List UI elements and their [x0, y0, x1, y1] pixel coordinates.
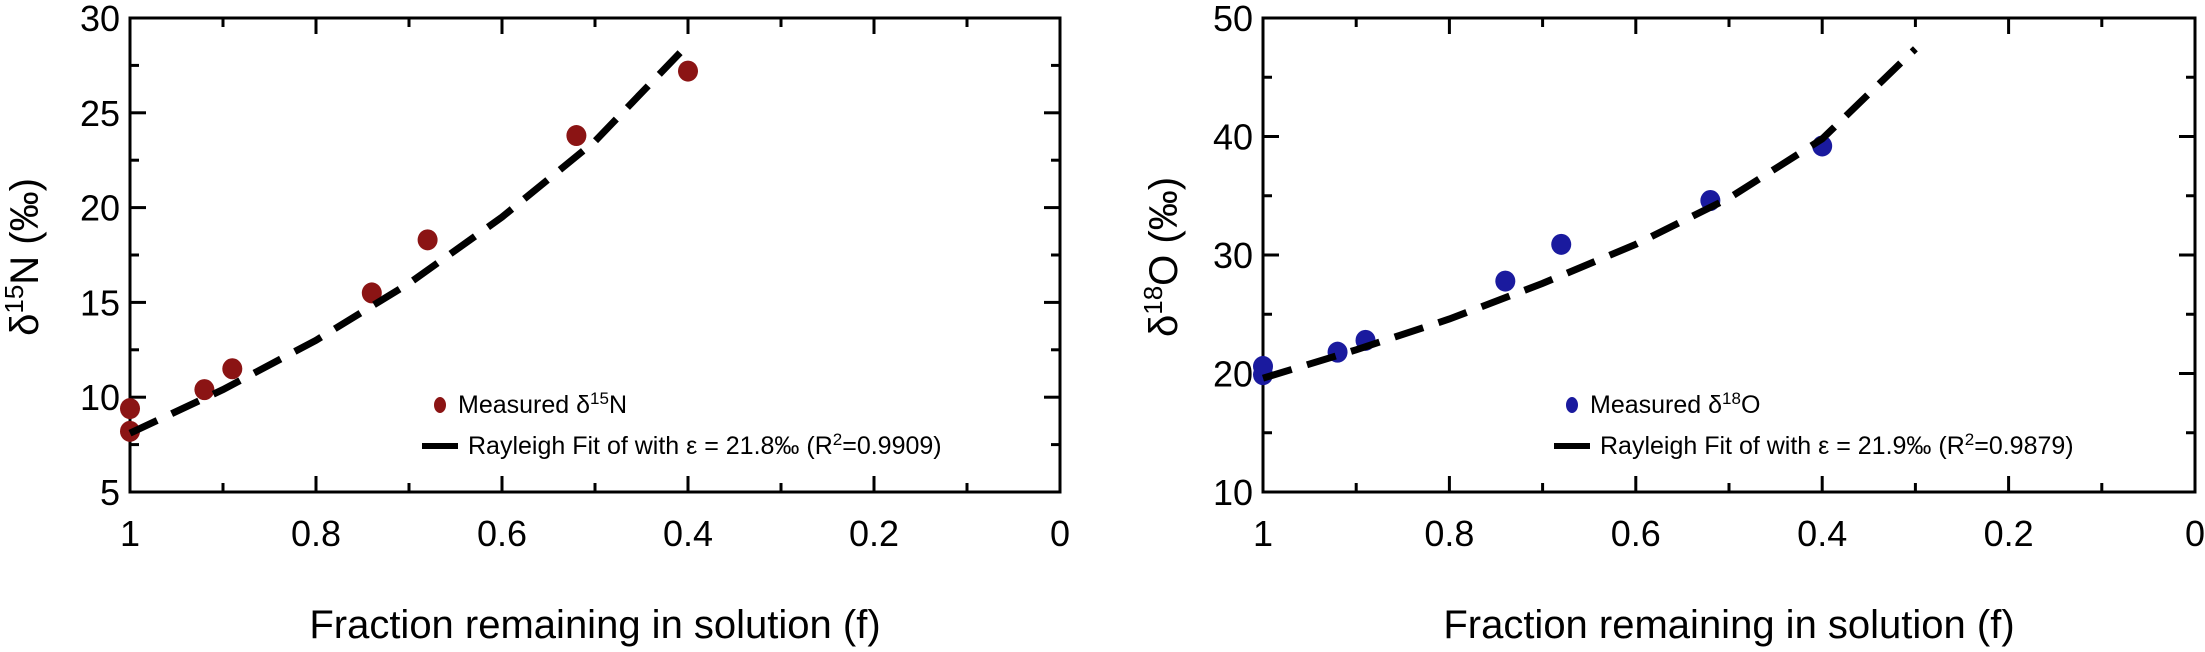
data-point [566, 125, 587, 147]
legend-label-measured: Measured δ18O [1590, 389, 1760, 420]
data-point [1551, 233, 1572, 255]
x-tick-label: 0 [2185, 513, 2205, 554]
y-tick-label: 10 [80, 377, 120, 418]
x-tick-label: 0.8 [291, 513, 341, 554]
legend-label-fit: Rayleigh Fit of with ε = 21.9‰ (R2=0.987… [1600, 430, 2074, 461]
x-tick-label: 0.6 [477, 513, 527, 554]
y-axis-title: δ15N (‰) [0, 178, 47, 336]
legend-label-fit: Rayleigh Fit of with ε = 21.8‰ (R2=0.990… [468, 430, 942, 461]
x-axis-title: Fraction remaining in solution (f) [1443, 603, 2014, 647]
y-tick-label: 25 [80, 93, 120, 134]
data-point [361, 282, 382, 304]
data-point [222, 358, 243, 380]
rayleigh-fit-line [128, 42, 691, 437]
x-tick-label: 1 [1253, 513, 1273, 554]
plot-frame [128, 16, 1062, 494]
data-point [678, 60, 698, 82]
y-tick-label: 15 [80, 282, 120, 323]
y-tick-label: 20 [1213, 354, 1253, 395]
rayleigh-fit-line [1261, 46, 1918, 382]
legend-label-measured: Measured δ15N [458, 389, 627, 420]
data-point [120, 398, 140, 420]
data-point [417, 229, 438, 251]
y-tick-label: 20 [80, 188, 120, 229]
plot-frame [1261, 16, 2197, 494]
y-tick-label: 30 [80, 0, 120, 39]
x-tick-label: 1 [120, 513, 140, 554]
y-tick-label: 10 [1213, 472, 1253, 513]
y-tick-label: 50 [1213, 0, 1253, 39]
y-tick-label: 40 [1213, 117, 1253, 158]
x-tick-label: 0.4 [663, 513, 713, 554]
y-tick-label: 30 [1213, 235, 1253, 276]
legend-marker-measured [1566, 397, 1578, 413]
x-tick-label: 0.8 [1424, 513, 1474, 554]
chart-d18o: 1 0.8 0.6 0.4 0.2 0 10 20 30 40 50 Fraction remaini… [1138, 0, 2205, 647]
chart-d15n: 1 0.8 0.6 0.4 0.2 0 5 10 15 20 25 30 Fraction remain… [0, 0, 1070, 647]
x-tick-label: 0 [1050, 513, 1070, 554]
x-tick-label: 0.2 [849, 513, 899, 554]
y-tick-label: 5 [100, 472, 120, 513]
x-tick-label: 0.4 [1797, 513, 1847, 554]
x-axis-title: Fraction remaining in solution (f) [309, 603, 880, 647]
x-tick-label: 0.6 [1611, 513, 1661, 554]
data-point [194, 379, 215, 401]
y-axis-title: δ18O (‰) [1138, 177, 1186, 337]
x-tick-label: 0.2 [1984, 513, 2034, 554]
data-point [1495, 270, 1516, 292]
legend-marker-measured [434, 397, 446, 413]
